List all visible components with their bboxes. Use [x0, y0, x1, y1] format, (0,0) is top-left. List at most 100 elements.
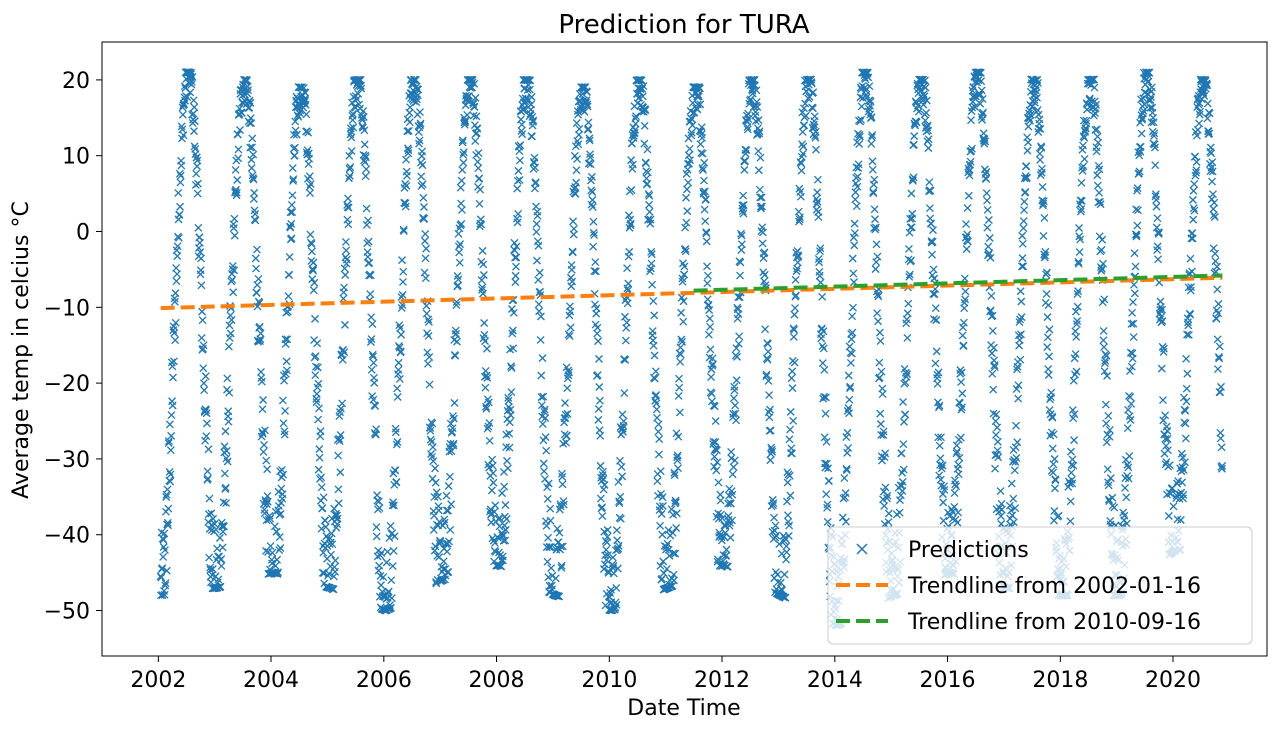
prediction-point — [643, 168, 652, 177]
prediction-point — [161, 581, 170, 590]
prediction-point — [799, 142, 808, 151]
prediction-point — [315, 453, 324, 462]
prediction-point — [1030, 98, 1039, 107]
prediction-point — [780, 570, 789, 579]
prediction-point — [481, 337, 490, 346]
prediction-point — [847, 335, 856, 344]
prediction-point — [289, 176, 298, 185]
prediction-point — [539, 459, 548, 468]
x-tick-label: 2002 — [130, 668, 186, 693]
prediction-point — [385, 533, 394, 542]
prediction-point — [561, 399, 569, 407]
prediction-point — [906, 214, 915, 223]
prediction-point — [1212, 314, 1221, 323]
prediction-point — [876, 420, 885, 428]
prediction-point — [1012, 454, 1021, 462]
prediction-point — [401, 202, 410, 211]
prediction-point — [1207, 195, 1216, 204]
prediction-point — [790, 325, 799, 334]
prediction-point — [766, 456, 775, 465]
prediction-point — [644, 190, 653, 198]
prediction-point — [996, 487, 1005, 496]
prediction-point — [857, 115, 866, 124]
prediction-point — [173, 252, 182, 261]
prediction-point — [1005, 501, 1014, 510]
prediction-point — [611, 605, 620, 614]
prediction-point — [483, 424, 492, 433]
x-tick-label: 2008 — [469, 668, 525, 693]
prediction-point — [372, 532, 381, 541]
prediction-point — [676, 357, 685, 366]
prediction-point — [232, 188, 241, 197]
prediction-point — [879, 427, 888, 436]
prediction-point — [813, 175, 822, 184]
prediction-point — [397, 330, 406, 339]
prediction-point — [457, 219, 466, 228]
prediction-point — [733, 303, 742, 312]
prediction-point — [961, 287, 970, 296]
prediction-point — [1066, 479, 1075, 488]
prediction-point — [684, 151, 693, 160]
prediction-point — [1082, 119, 1091, 128]
prediction-point — [270, 522, 279, 531]
prediction-point — [632, 112, 640, 121]
prediction-point — [555, 592, 564, 601]
prediction-point — [1209, 190, 1217, 199]
prediction-point — [723, 562, 732, 571]
prediction-point — [1047, 388, 1056, 397]
prediction-point — [469, 111, 478, 120]
prediction-point — [1159, 344, 1168, 353]
prediction-point — [769, 499, 778, 508]
prediction-point — [934, 368, 943, 377]
prediction-point — [651, 367, 660, 376]
prediction-point — [1033, 78, 1042, 87]
prediction-point — [485, 419, 494, 427]
prediction-point — [310, 278, 319, 287]
prediction-point — [624, 279, 633, 288]
prediction-point — [997, 505, 1006, 514]
prediction-point — [937, 433, 945, 442]
prediction-point — [1035, 115, 1044, 124]
prediction-point — [203, 467, 212, 476]
prediction-point — [850, 241, 859, 250]
prediction-point — [508, 326, 517, 335]
prediction-point — [1124, 463, 1133, 472]
prediction-point — [572, 178, 581, 187]
prediction-point — [1077, 205, 1086, 213]
prediction-point — [562, 431, 571, 440]
prediction-point — [198, 307, 206, 316]
prediction-point — [876, 337, 885, 346]
prediction-point — [208, 565, 217, 574]
prediction-point — [929, 289, 938, 298]
prediction-point — [649, 341, 658, 350]
prediction-point — [1049, 468, 1058, 477]
prediction-point — [210, 519, 219, 528]
x-tick-label: 2014 — [807, 668, 863, 693]
prediction-point — [430, 492, 439, 501]
prediction-point — [390, 532, 399, 541]
prediction-point — [1035, 149, 1044, 158]
prediction-point — [202, 432, 211, 441]
prediction-point — [874, 317, 883, 326]
prediction-point — [536, 287, 544, 296]
prediction-point — [785, 435, 794, 444]
prediction-point — [580, 107, 589, 116]
prediction-point — [989, 385, 998, 394]
prediction-point — [243, 76, 252, 85]
prediction-point — [455, 258, 464, 267]
prediction-point — [1159, 396, 1167, 404]
prediction-point — [512, 253, 521, 262]
prediction-point — [1207, 149, 1216, 158]
prediction-point — [192, 169, 201, 178]
prediction-point — [1209, 211, 1218, 219]
prediction-point — [591, 267, 600, 276]
prediction-point — [669, 549, 678, 558]
prediction-point — [568, 277, 577, 286]
prediction-point — [354, 89, 363, 98]
prediction-point — [678, 337, 686, 346]
prediction-point — [565, 332, 574, 341]
prediction-point — [1151, 161, 1160, 170]
prediction-point — [475, 174, 484, 183]
prediction-point — [926, 186, 935, 195]
prediction-point — [489, 469, 498, 478]
